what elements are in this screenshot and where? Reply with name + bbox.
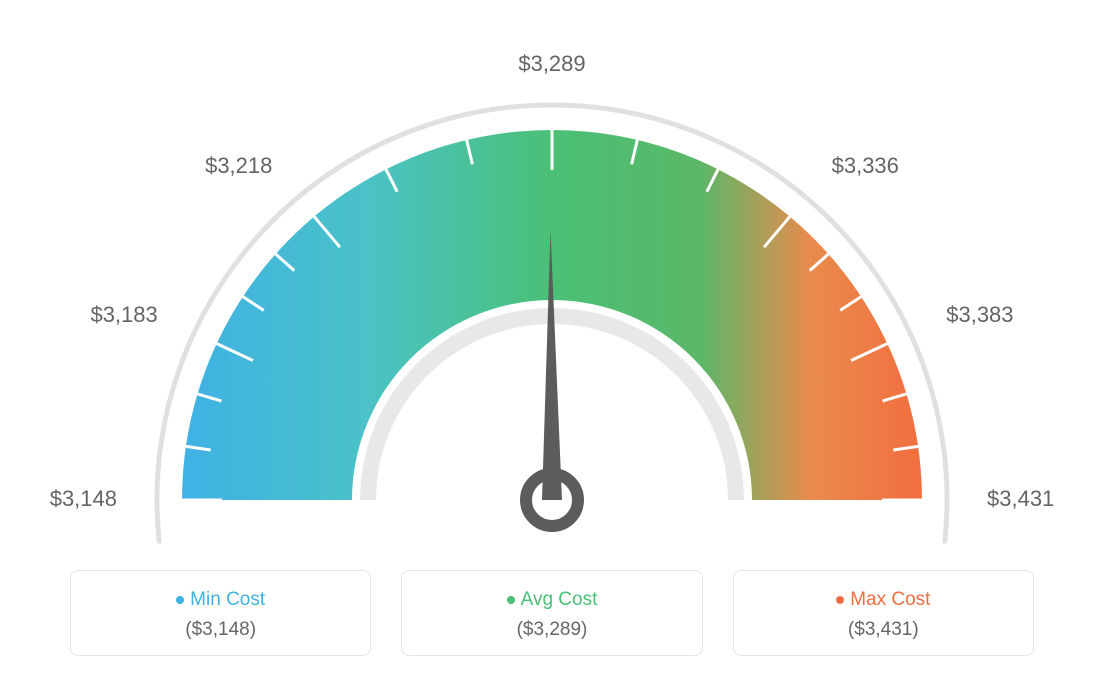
svg-text:$3,148: $3,148 xyxy=(50,486,117,511)
legend-title-max-text: Max Cost xyxy=(850,589,930,610)
svg-text:$3,336: $3,336 xyxy=(832,153,899,178)
legend-dot-avg xyxy=(507,596,515,604)
legend-value-min: ($3,148) xyxy=(81,619,360,641)
svg-text:$3,431: $3,431 xyxy=(987,486,1054,511)
legend-title-min-text: Min Cost xyxy=(190,589,265,610)
legend-title-avg: Avg Cost xyxy=(412,589,691,611)
gauge-chart: $3,148 $3,183 $3,218 $3,289 $3,336 $3,383 $3,4… xyxy=(42,0,1062,560)
svg-text:$3,183: $3,183 xyxy=(90,302,157,327)
legend-card-min: Min Cost ($3,148) xyxy=(70,570,371,656)
legend-value-max: ($3,431) xyxy=(744,619,1023,641)
legend-row: Min Cost ($3,148) Avg Cost ($3,289) Max … xyxy=(0,570,1104,656)
legend-title-min: Min Cost xyxy=(81,589,360,611)
svg-text:$3,218: $3,218 xyxy=(205,153,272,178)
svg-text:$3,289: $3,289 xyxy=(518,51,585,76)
legend-value-avg: ($3,289) xyxy=(412,619,691,641)
legend-dot-max xyxy=(836,596,844,604)
svg-text:$3,383: $3,383 xyxy=(946,302,1013,327)
legend-title-avg-text: Avg Cost xyxy=(521,589,598,610)
gauge-container: $3,148 $3,183 $3,218 $3,289 $3,336 $3,383 $3,4… xyxy=(0,0,1104,560)
legend-dot-min xyxy=(176,596,184,604)
legend-card-avg: Avg Cost ($3,289) xyxy=(401,570,702,656)
legend-title-max: Max Cost xyxy=(744,589,1023,611)
legend-card-max: Max Cost ($3,431) xyxy=(733,570,1034,656)
